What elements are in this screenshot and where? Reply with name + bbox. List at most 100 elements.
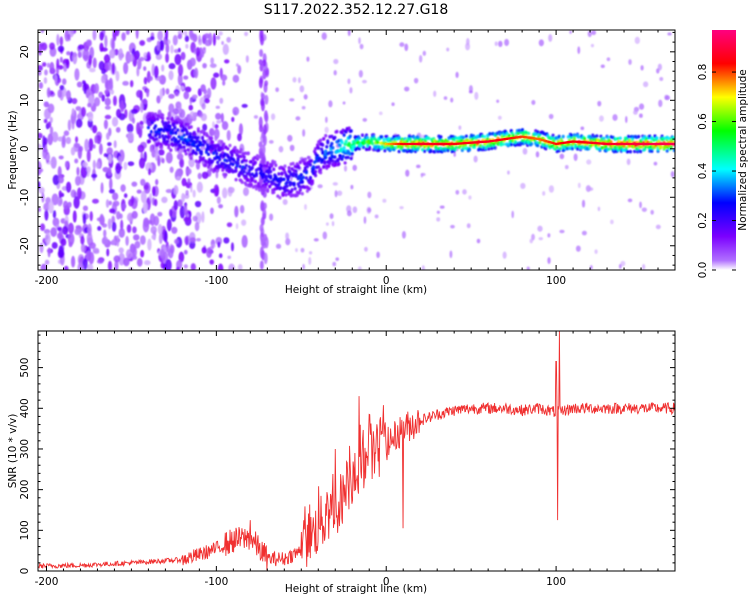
x-tick-label: -100 bbox=[204, 275, 228, 287]
heatmap-cell bbox=[98, 143, 103, 155]
heatmap-cell bbox=[282, 177, 286, 182]
heatmap-cell bbox=[299, 85, 305, 93]
heatmap-cell bbox=[44, 259, 50, 265]
colorbar: 0.0 0.2 0.4 0.6 0.8 Normalized spectral ampl… bbox=[697, 30, 749, 278]
heatmap-cell bbox=[224, 59, 230, 64]
heatmap-cell bbox=[509, 142, 513, 147]
heatmap-cell bbox=[468, 195, 472, 200]
heatmap-cell bbox=[295, 248, 298, 253]
heatmap-cell bbox=[349, 156, 353, 161]
heatmap-cell bbox=[104, 105, 111, 110]
heatmap-cell bbox=[92, 159, 96, 170]
heatmap-cell bbox=[62, 78, 67, 85]
heatmap-cell bbox=[294, 174, 298, 179]
heatmap-cell bbox=[259, 49, 264, 57]
heatmap-cell bbox=[174, 130, 178, 135]
heatmap-cell bbox=[342, 146, 346, 150]
heatmap-cell bbox=[224, 172, 228, 177]
heatmap-cell bbox=[498, 40, 503, 47]
heatmap-cell bbox=[215, 105, 221, 109]
heatmap-cell bbox=[75, 118, 83, 128]
heatmap-cell bbox=[264, 80, 269, 87]
heatmap-cell bbox=[202, 46, 206, 51]
heatmap-cell bbox=[664, 95, 671, 101]
heatmap-cell bbox=[446, 148, 450, 153]
heatmap-cell bbox=[220, 74, 228, 82]
heatmap-cell bbox=[331, 221, 335, 227]
heatmap-cell bbox=[236, 158, 240, 162]
heatmap-cell bbox=[228, 263, 235, 270]
heatmap-cell bbox=[330, 150, 334, 155]
heatmap-cell bbox=[278, 146, 284, 153]
heatmap-cell bbox=[231, 116, 235, 122]
heatmap-cell bbox=[197, 110, 204, 118]
heatmap-cell bbox=[436, 217, 441, 222]
heatmap-cell bbox=[91, 173, 98, 179]
heatmap-cell bbox=[66, 51, 71, 56]
heatmap-cell bbox=[180, 51, 186, 61]
heatmap-cell bbox=[348, 134, 352, 139]
heatmap-cell bbox=[200, 136, 205, 141]
heatmap-cell bbox=[548, 113, 554, 120]
heatmap-cell bbox=[151, 234, 156, 240]
heatmap-cell bbox=[70, 146, 76, 156]
heatmap-cell bbox=[89, 67, 96, 73]
heatmap-cell bbox=[154, 137, 159, 141]
heatmap-cell bbox=[56, 232, 62, 239]
heatmap-cell bbox=[173, 125, 177, 130]
heatmap-cell bbox=[385, 134, 389, 139]
colorbar-label: Normalized spectral amplitude bbox=[737, 69, 749, 230]
heatmap-cell bbox=[226, 222, 233, 228]
heatmap-cell bbox=[449, 250, 453, 259]
heatmap-cell bbox=[198, 155, 202, 160]
heatmap-cell bbox=[221, 121, 229, 131]
heatmap-cell bbox=[164, 121, 168, 125]
heatmap-cell bbox=[161, 134, 165, 138]
heatmap-cell bbox=[367, 207, 372, 213]
heatmap-cell bbox=[161, 196, 168, 204]
heatmap-cell bbox=[127, 131, 134, 142]
heatmap-cell bbox=[526, 266, 530, 270]
heatmap-cell bbox=[118, 227, 125, 238]
heatmap-cell bbox=[376, 251, 380, 259]
heatmap-cell bbox=[66, 33, 71, 40]
heatmap-cell bbox=[628, 149, 633, 154]
heatmap-cell bbox=[294, 169, 298, 173]
heatmap-cell bbox=[47, 133, 53, 146]
heatmap-cell bbox=[95, 161, 101, 169]
heatmap-cell bbox=[306, 56, 310, 62]
heatmap-cell bbox=[357, 136, 361, 140]
heatmap-cell bbox=[165, 259, 172, 270]
heatmap-cell bbox=[177, 139, 181, 144]
heatmap-cell bbox=[507, 170, 510, 175]
heatmap-cell bbox=[172, 122, 176, 127]
heatmap-cell bbox=[182, 133, 186, 137]
heatmap-cell bbox=[157, 211, 163, 217]
heatmap-cell bbox=[159, 39, 165, 52]
heatmap-cell bbox=[219, 97, 224, 104]
heatmap-cell bbox=[111, 62, 116, 75]
heatmap-cell bbox=[89, 211, 93, 222]
heatmap-cell bbox=[321, 150, 325, 155]
spectrogram-x-ticks: -200 -100 0 100 bbox=[35, 30, 676, 287]
heatmap-cell bbox=[559, 229, 565, 234]
heatmap-cell bbox=[136, 257, 143, 267]
heatmap-cell bbox=[237, 264, 243, 270]
heatmap-cell bbox=[125, 235, 129, 246]
heatmap-cell bbox=[161, 116, 165, 120]
heatmap-cell bbox=[188, 157, 195, 168]
heatmap-cell bbox=[165, 52, 170, 63]
heatmap-cell bbox=[120, 100, 125, 113]
heatmap-cell bbox=[490, 146, 494, 151]
heatmap-cell bbox=[325, 145, 329, 149]
heatmap-cell bbox=[86, 39, 91, 46]
heatmap-cell bbox=[367, 191, 372, 199]
y-tick-label: 200 bbox=[19, 480, 31, 500]
heatmap-cell bbox=[450, 97, 454, 103]
heatmap-cell bbox=[147, 238, 152, 251]
heatmap-cell bbox=[487, 147, 491, 151]
heatmap-cell bbox=[192, 189, 196, 198]
heatmap-cell bbox=[622, 144, 626, 148]
heatmap-cell bbox=[570, 146, 575, 151]
heatmap-cell bbox=[346, 210, 352, 217]
